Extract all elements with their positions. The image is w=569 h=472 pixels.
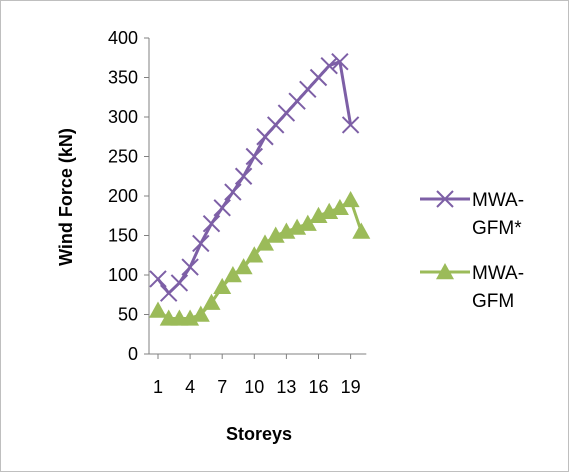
data-point bbox=[202, 293, 221, 310]
y-axis-ticks: 0 50 100 150 200 250 300 350 400 bbox=[108, 28, 149, 364]
legend-label: MWA- bbox=[472, 263, 524, 284]
data-point bbox=[341, 116, 360, 134]
data-point bbox=[320, 56, 338, 75]
data-point bbox=[213, 199, 231, 217]
series-mwa-gfm-star bbox=[149, 52, 360, 302]
legend-swatch-marker bbox=[436, 263, 454, 280]
data-point bbox=[224, 183, 242, 201]
data-point bbox=[245, 147, 264, 166]
y-tick-label: 0 bbox=[128, 344, 138, 364]
data-point bbox=[202, 214, 221, 233]
x-tick-label: 7 bbox=[217, 377, 227, 397]
x-tick-label: 16 bbox=[308, 377, 328, 397]
data-point bbox=[149, 301, 167, 318]
legend-swatch-marker bbox=[436, 190, 454, 208]
x-tick-label: 1 bbox=[153, 377, 163, 397]
axes bbox=[148, 38, 367, 355]
x-tick-label: 4 bbox=[185, 377, 195, 397]
y-tick-label: 300 bbox=[108, 107, 138, 127]
x-axis-title: Storeys bbox=[226, 424, 292, 444]
data-point bbox=[341, 190, 360, 208]
data-point bbox=[181, 258, 199, 276]
data-point bbox=[191, 305, 210, 322]
data-point bbox=[234, 167, 253, 185]
x-tick-label: 10 bbox=[244, 377, 264, 397]
data-point bbox=[234, 258, 253, 275]
legend-item: MWA- GFM* bbox=[420, 190, 524, 239]
data-point bbox=[149, 270, 167, 288]
data-point bbox=[331, 52, 349, 71]
legend: MWA- GFM* MWA- GFM bbox=[420, 190, 524, 312]
data-point bbox=[223, 266, 242, 283]
legend-label: GFM* bbox=[472, 218, 522, 239]
data-point bbox=[192, 234, 210, 253]
y-tick-label: 250 bbox=[108, 147, 138, 167]
series-mwa-gfm bbox=[149, 190, 371, 326]
data-point bbox=[256, 234, 274, 251]
y-tick-label: 400 bbox=[108, 28, 138, 48]
data-point bbox=[330, 198, 349, 216]
legend-label: GFM bbox=[472, 291, 514, 312]
data-point bbox=[298, 214, 317, 231]
y-tick-label: 50 bbox=[118, 305, 138, 325]
series-group bbox=[149, 52, 371, 326]
x-tick-label: 19 bbox=[341, 377, 361, 397]
y-tick-label: 200 bbox=[108, 186, 138, 206]
data-point bbox=[213, 277, 232, 295]
x-axis-ticks: 1 4 7 10 13 16 19 bbox=[153, 354, 361, 397]
y-tick-label: 350 bbox=[108, 68, 138, 88]
legend-item: MWA- GFM bbox=[420, 263, 524, 312]
x-tick-label: 13 bbox=[276, 377, 296, 397]
y-tick-label: 100 bbox=[108, 265, 138, 285]
data-point bbox=[245, 246, 264, 263]
y-tick-label: 150 bbox=[108, 226, 138, 246]
legend-label: MWA- bbox=[472, 190, 524, 211]
y-axis-title: Wind Force (kN) bbox=[56, 128, 76, 266]
data-point bbox=[170, 274, 189, 292]
data-point bbox=[352, 222, 371, 239]
